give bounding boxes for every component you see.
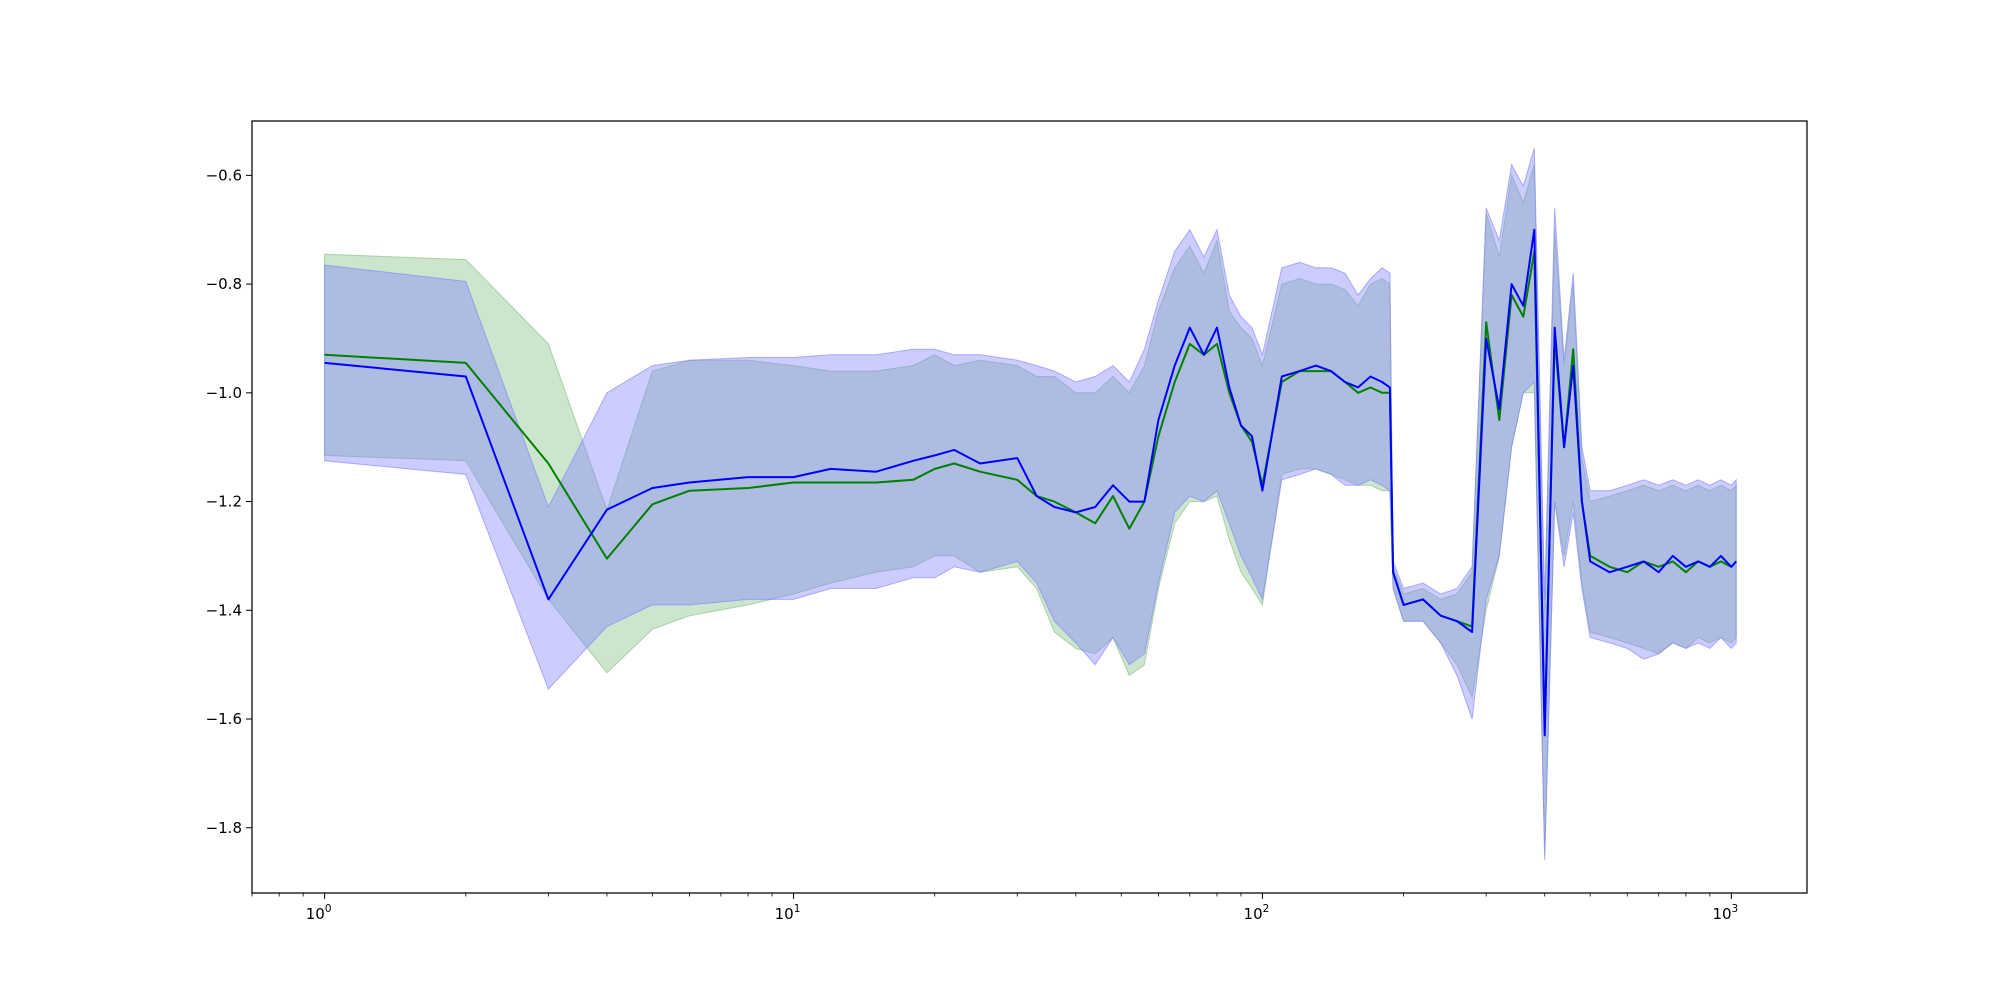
confidence-bands: [324, 148, 1737, 861]
x-tick-label-exponent: 0: [325, 903, 332, 915]
series-2-band: [324, 148, 1737, 861]
y-tick-label: −1.2: [206, 493, 242, 511]
x-tick-label-exponent: 3: [1732, 903, 1739, 915]
x-tick-label-exponent: 2: [1263, 903, 1270, 915]
y-tick-label: −1.0: [206, 384, 242, 402]
x-axis: 100 101 102 103: [251, 893, 1739, 923]
axes-frame: [251, 120, 1808, 894]
y-tick-label: −0.6: [206, 166, 242, 184]
y-tick-label: −1.6: [206, 710, 242, 728]
y-axis: −0.6 −0.8 −1.0 −1.2 −1.4 −1.6 −1.8: [206, 166, 252, 837]
series-lines: [324, 228, 1737, 737]
x-tick-label-exponent: 1: [794, 903, 801, 915]
y-tick-label: −1.4: [206, 601, 242, 619]
series-2-line: [324, 228, 1737, 737]
y-tick-label: −0.8: [206, 275, 242, 293]
y-tick-label: −1.8: [206, 819, 242, 837]
